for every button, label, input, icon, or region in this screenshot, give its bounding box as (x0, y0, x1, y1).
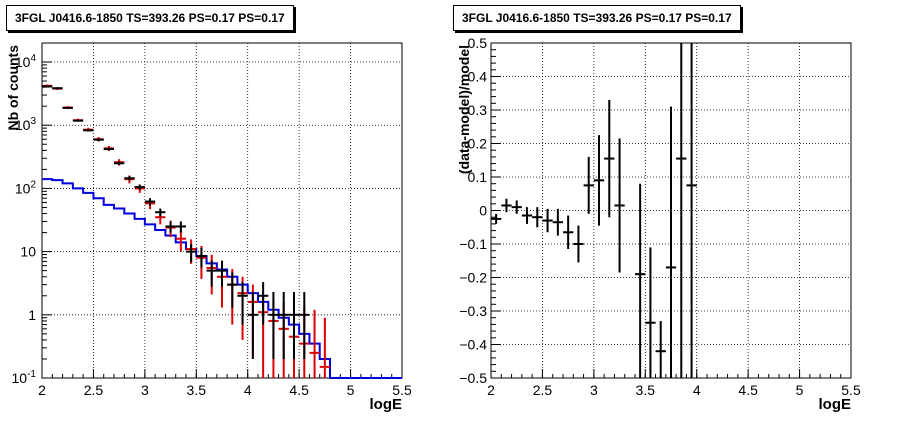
data-point (165, 221, 176, 233)
chart-title: 3FGL J0416.6-1850 TS=393.26 PS=0.17 PS=0… (453, 5, 741, 31)
y-tick-label: −0.3 (459, 303, 487, 319)
data-point (686, 43, 697, 378)
x-tick-label: 3 (590, 382, 598, 398)
y-tick-label: −0.4 (459, 337, 487, 353)
data-point (501, 198, 512, 213)
data-point (62, 106, 73, 109)
data-point (175, 221, 186, 233)
y-tick-label: 102 (15, 179, 37, 196)
data-point (144, 198, 156, 206)
x-tick-label: 5.5 (841, 382, 861, 398)
data-point (237, 282, 248, 325)
data-point (72, 119, 84, 122)
data-point (206, 260, 217, 287)
data-point (614, 138, 625, 273)
data-point (665, 106, 677, 378)
data-point (258, 282, 269, 325)
y-tick-label: −0.2 (459, 270, 487, 286)
y-tick-label: 0.4 (468, 69, 488, 85)
data-point (288, 291, 300, 359)
data-point (216, 260, 228, 287)
data-point (655, 321, 666, 378)
data-point (42, 85, 53, 88)
y-tick-label: 0.1 (468, 169, 488, 185)
y-tick-label: −0.5 (459, 370, 487, 386)
data-point (175, 229, 186, 252)
chart-title: 3FGL J0416.6-1850 TS=393.26 PS=0.17 PS=0… (6, 5, 294, 31)
x-tick-label: 5 (796, 382, 804, 398)
data-point (583, 156, 594, 214)
data-point (278, 291, 289, 359)
data-point (52, 87, 63, 90)
x-tick-label: 3.5 (636, 382, 656, 398)
data-point (268, 291, 279, 359)
x-tick-label: 2 (38, 382, 46, 398)
y-axis-label: (data-model)/model (456, 45, 472, 174)
data-point (114, 161, 125, 166)
data-point (635, 183, 646, 378)
data-point (247, 291, 258, 359)
data-point (604, 99, 615, 218)
data-point (299, 291, 310, 359)
data-point (134, 184, 145, 190)
data-point (593, 135, 605, 226)
data-point (186, 243, 197, 263)
y-tick-label: 0.2 (468, 136, 488, 152)
x-tick-label: 2.5 (533, 382, 553, 398)
x-tick-label: 4 (244, 382, 252, 398)
x-axis-label: logE (819, 396, 852, 413)
data-point (552, 208, 563, 236)
data-point (93, 138, 104, 141)
data-point (676, 43, 687, 378)
x-tick-label: 2 (487, 382, 495, 398)
data-point (542, 208, 553, 233)
data-point (521, 207, 533, 224)
data-point (227, 272, 238, 308)
data-point (319, 317, 330, 378)
residuals-panel: 3FGL J0416.6-1850 TS=393.26 PS=0.17 PS=0… (449, 0, 898, 421)
data-point (309, 309, 320, 378)
data-point (573, 225, 584, 263)
y-tick-label: −0.1 (459, 236, 487, 252)
y-tick-label: 10 (20, 244, 36, 260)
data-point (532, 207, 543, 228)
y-tick-label: 0.5 (468, 35, 488, 51)
x-tick-label: 3.5 (187, 382, 207, 398)
x-tick-label: 4.5 (738, 382, 758, 398)
x-tick-label: 2.5 (84, 382, 104, 398)
x-tick-label: 5.5 (392, 382, 412, 398)
data-point (103, 147, 114, 151)
x-tick-label: 4.5 (289, 382, 309, 398)
x-tick-label: 4 (693, 382, 701, 398)
y-tick-label: 0.3 (468, 102, 488, 118)
x-axis-label: logE (370, 396, 403, 413)
data-point (155, 208, 166, 217)
x-tick-label: 5 (347, 382, 355, 398)
y-axis-label: Nb of counts (5, 45, 21, 131)
y-tick-label: 1 (28, 307, 36, 323)
y-tick-label: 0 (479, 203, 487, 219)
data-point (511, 200, 522, 214)
data-point (491, 213, 502, 224)
data-point (563, 215, 574, 250)
data-point (124, 176, 135, 181)
counts-panel: 3FGL J0416.6-1850 TS=393.26 PS=0.17 PS=0… (5, 5, 412, 413)
data-point (196, 248, 207, 268)
data-point (645, 247, 656, 378)
x-tick-label: 3 (141, 382, 149, 398)
y-tick-label: 10-1 (12, 369, 37, 386)
data-point (83, 129, 94, 132)
plot-frame (41, 42, 403, 379)
